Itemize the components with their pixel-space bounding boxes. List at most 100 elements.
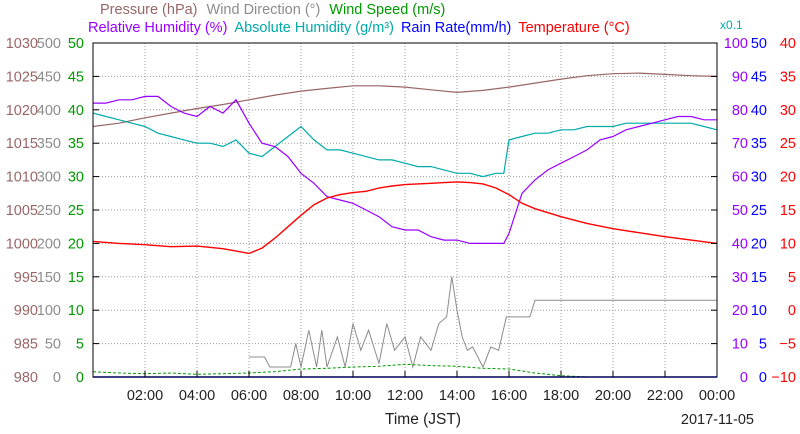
y-tick-label-humidity: 60 <box>732 170 748 186</box>
y-tick-label-wind-speed: 25 <box>68 203 84 219</box>
y-tick-label-wind-speed: 45 <box>68 69 84 85</box>
x-tick-label: 14:00 <box>439 388 475 404</box>
y-tick-label-pressure: 1030 <box>6 36 38 52</box>
y-tick-label-rain-rate: 10 <box>751 303 767 319</box>
y-tick-label-wind-speed: 10 <box>68 303 84 319</box>
y-tick-label-rain-rate: 45 <box>751 69 767 85</box>
y-tick-label-rain-rate: 15 <box>751 270 767 286</box>
legend-item-pressure-hpa: Pressure (hPa) <box>100 2 198 18</box>
y-tick-label-wind-direction: 100 <box>37 303 61 319</box>
y-tick-label-rain-rate: 0 <box>759 370 767 386</box>
y-tick-label-humidity: 90 <box>732 69 748 85</box>
y-tick-label-humidity: 80 <box>732 103 748 119</box>
y-tick-label-pressure: 985 <box>14 337 38 353</box>
y-tick-label-pressure: 1015 <box>6 136 38 152</box>
y-tick-label-wind-direction: 50 <box>45 337 61 353</box>
y-tick-label-temperature: 5 <box>788 270 796 286</box>
y-tick-label-temperature: 15 <box>780 203 796 219</box>
x-tick-label: 06:00 <box>231 388 267 404</box>
y-tick-label-rain-rate: 50 <box>751 36 767 52</box>
y-tick-label-pressure: 1025 <box>6 69 38 85</box>
x-tick-label: 08:00 <box>283 388 319 404</box>
y-tick-label-rain-rate: 30 <box>751 170 767 186</box>
y-tick-label-wind-direction: 150 <box>37 270 61 286</box>
x-tick-label: 16:00 <box>491 388 527 404</box>
y-tick-label-humidity: 40 <box>732 236 748 252</box>
x-tick-label: 22:00 <box>647 388 683 404</box>
y-tick-label-wind-speed: 20 <box>68 236 84 252</box>
y-tick-label-humidity: 70 <box>732 136 748 152</box>
y-tick-label-wind-direction: 250 <box>37 203 61 219</box>
y-tick-label-wind-speed: 0 <box>76 370 84 386</box>
legend-scale-suffix: x0.1 <box>720 18 743 32</box>
x-tick-label: 18:00 <box>543 388 579 404</box>
series-line-temperature-c <box>92 181 718 255</box>
y-tick-label-humidity: 10 <box>732 337 748 353</box>
y-tick-label-wind-direction: 400 <box>37 103 61 119</box>
series-line-relative-humidity <box>93 95 717 244</box>
axis-ticks: 1030102510201015101010051000995990985980… <box>6 36 796 386</box>
y-tick-label-wind-direction: 300 <box>37 170 61 186</box>
legend-item-wind-speed-m-s: Wind Speed (m/s) <box>329 2 446 18</box>
y-tick-label-wind-speed: 30 <box>68 170 84 186</box>
legend-item-wind-direction: Wind Direction (°) <box>206 2 321 18</box>
y-tick-label-temperature: 10 <box>780 236 796 252</box>
x-tick-label: 12:00 <box>387 388 423 404</box>
y-tick-label-rain-rate: 25 <box>751 203 767 219</box>
y-tick-label-temperature: 20 <box>780 170 796 186</box>
y-tick-label-pressure: 995 <box>14 270 38 286</box>
y-tick-label-pressure: 1010 <box>6 170 38 186</box>
y-tick-label-rain-rate: 40 <box>751 103 767 119</box>
legend-item-rain-rate-mm-h: Rain Rate(mm/h) <box>400 20 512 36</box>
y-tick-label-wind-direction: 0 <box>53 370 61 386</box>
y-tick-label-rain-rate: 35 <box>751 136 767 152</box>
y-tick-label-wind-direction: 200 <box>37 236 61 252</box>
y-tick-label-temperature: −5 <box>779 337 796 353</box>
date-label: 2017-11-05 <box>681 412 754 428</box>
y-tick-label-humidity: 0 <box>740 370 748 386</box>
y-tick-label-wind-direction: 450 <box>37 69 61 85</box>
legend-item-absolute-humidity-g-m: Absolute Humidity (g/m³) <box>234 20 394 36</box>
series-line-wind-direction <box>249 276 717 369</box>
x-tick-label: 20:00 <box>595 388 631 404</box>
y-tick-label-wind-speed: 15 <box>68 270 84 286</box>
y-tick-label-temperature: 30 <box>780 103 796 119</box>
plot-frame <box>92 42 718 378</box>
y-tick-label-humidity: 30 <box>732 270 748 286</box>
y-tick-label-temperature: 40 <box>780 36 796 52</box>
y-tick-label-wind-direction: 500 <box>37 36 61 52</box>
series-line-pressure-hpa <box>92 72 718 128</box>
x-tick-label: 04:00 <box>179 388 215 404</box>
x-tick-label: 02:00 <box>127 388 163 404</box>
y-tick-label-wind-speed: 40 <box>68 103 84 119</box>
grid-lines <box>93 43 717 377</box>
x-tick-label: 10:00 <box>335 388 371 404</box>
y-tick-label-rain-rate: 20 <box>751 236 767 252</box>
y-tick-label-temperature: 0 <box>788 303 796 319</box>
y-tick-label-humidity: 50 <box>732 203 748 219</box>
y-tick-label-wind-speed: 35 <box>68 136 84 152</box>
y-tick-label-pressure: 990 <box>14 303 38 319</box>
series-line-absolute-humidity-g-m <box>92 112 718 178</box>
y-tick-label-wind-speed: 5 <box>76 337 84 353</box>
x-tick-label: 00:00 <box>699 388 735 404</box>
y-tick-label-humidity: 20 <box>732 303 748 319</box>
x-axis-title: Time (JST) <box>385 411 461 428</box>
y-tick-label-pressure: 1005 <box>6 203 38 219</box>
y-tick-label-rain-rate: 5 <box>759 337 767 353</box>
y-tick-label-humidity: 100 <box>724 36 748 52</box>
y-tick-label-pressure: 1000 <box>6 236 38 252</box>
legend-item-relative-humidity: Relative Humidity (%) <box>88 20 228 36</box>
y-tick-label-temperature: 35 <box>780 69 796 85</box>
legend-row-2: Relative Humidity (%) Absolute Humidity (… <box>88 18 743 36</box>
legend-item-temperature-c: Temperature (°C) <box>518 20 630 36</box>
y-tick-label-temperature: 25 <box>780 136 796 152</box>
y-tick-label-pressure: 1020 <box>6 103 38 119</box>
legend-row-1: Pressure (hPa) Wind Direction (°) Wind Spe… <box>100 2 454 18</box>
y-tick-label-wind-direction: 350 <box>37 136 61 152</box>
y-tick-label-wind-speed: 50 <box>68 36 84 52</box>
x-axis-labels: 02:00 04:00 06:00 08:00 10:00 12:00 14:00 16:00… <box>127 388 754 428</box>
y-tick-label-temperature: −10 <box>771 370 796 386</box>
y-tick-label-pressure: 980 <box>14 370 38 386</box>
